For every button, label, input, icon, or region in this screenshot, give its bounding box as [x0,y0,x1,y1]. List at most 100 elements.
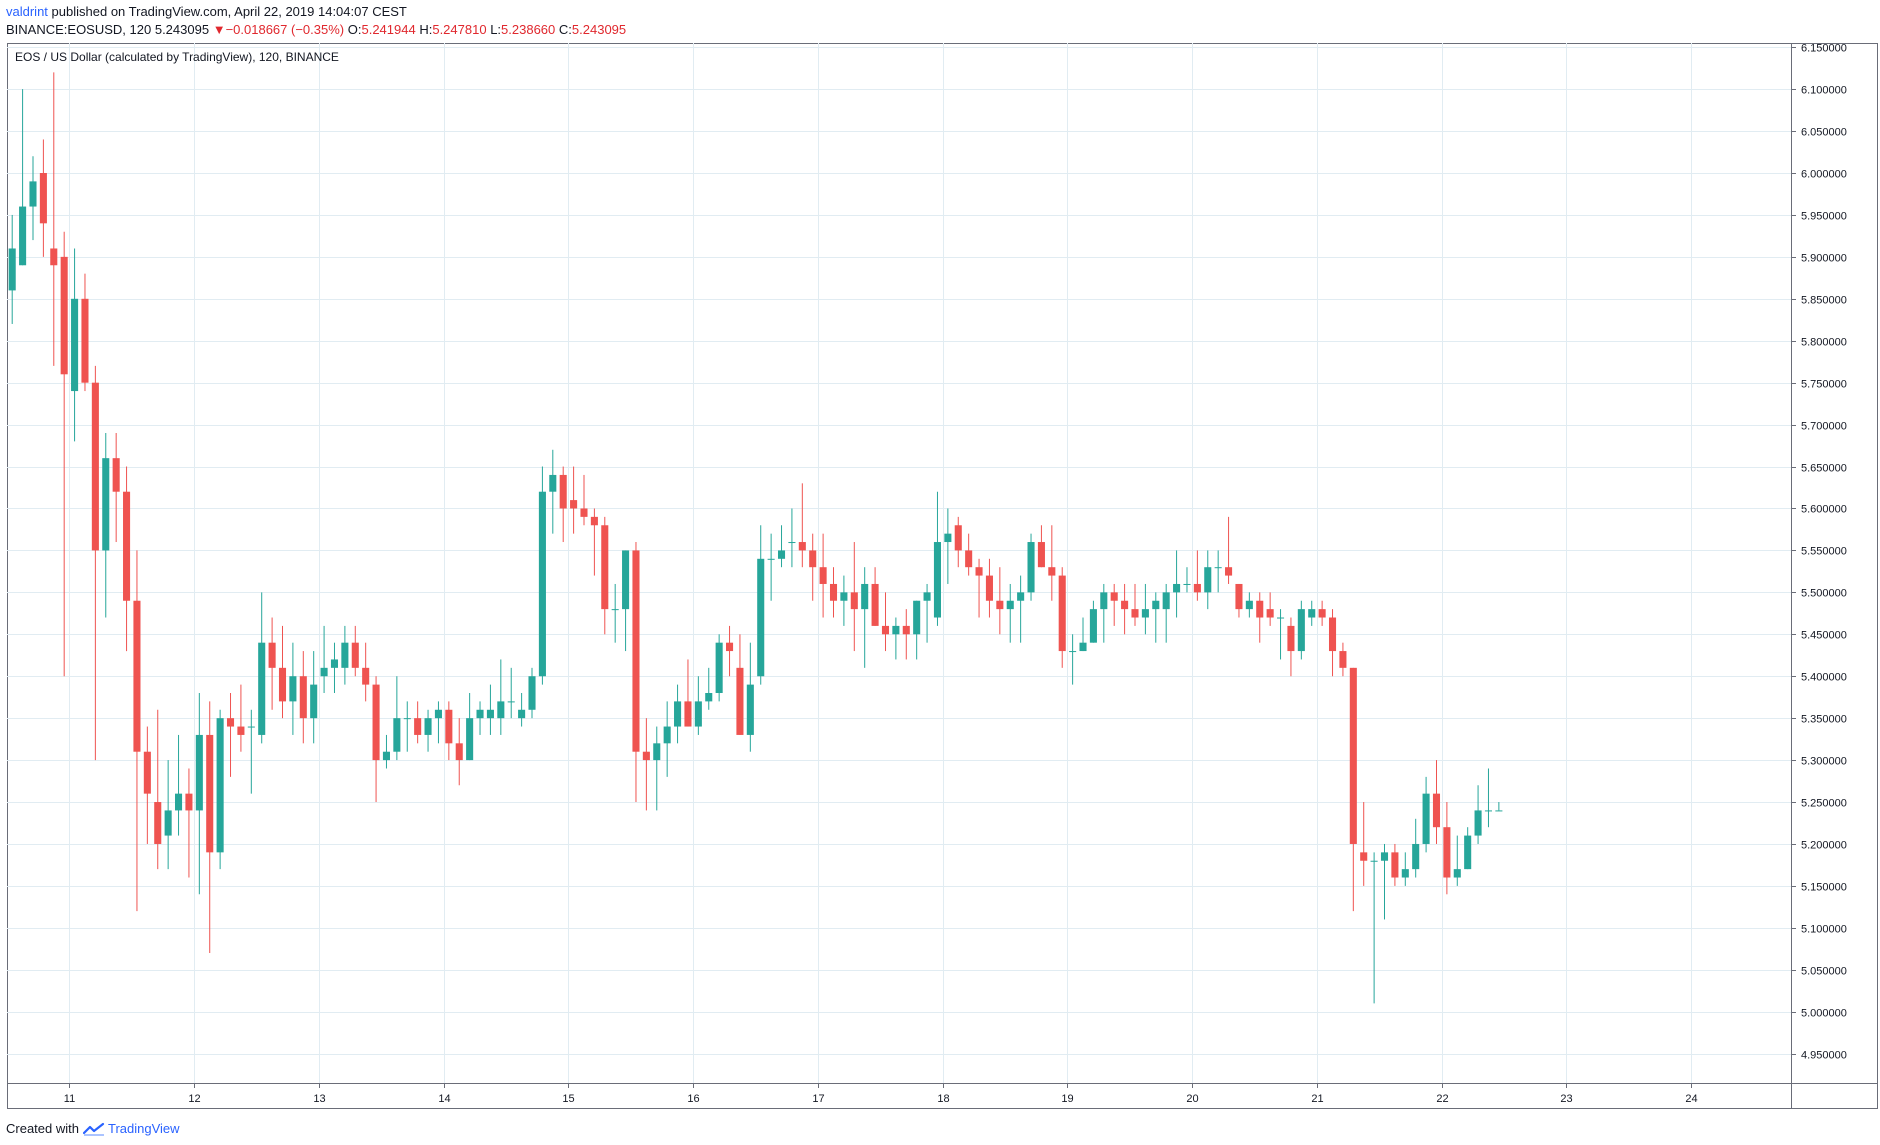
candle-body-up [611,609,619,611]
candle-body-up [1089,609,1097,643]
y-tick-label: 5.250000 [1801,798,1847,810]
candle-body-up [1204,567,1212,593]
candle-body-down [445,709,453,744]
candle-body-down [50,248,58,266]
candle-body-down [455,743,463,761]
tradingview-brand-link[interactable]: TradingView [107,1121,180,1136]
candle-body-down [1328,617,1337,652]
change-down-icon: ▼ [212,22,226,37]
candle-body-up [330,659,339,668]
candle-body-down [1391,852,1399,878]
candle-body-up [507,701,515,703]
candle-body-up [8,248,16,291]
candle-body-up [1152,600,1160,610]
candle-body-up [777,550,786,559]
candle-body-up [757,558,765,677]
ohlc-legend: BINANCE:EOSUSD, 120 5.243095 ▼−0.018667 … [6,22,626,37]
candle-body-down [829,583,838,601]
candle-body-down [642,751,650,761]
candle-body-up [892,625,900,635]
x-tick-label: 12 [188,1093,200,1105]
candle-body-down [39,173,47,224]
candle-body-up [1370,860,1378,862]
y-tick-label: 5.000000 [1801,1008,1847,1020]
candle-body-up [1006,600,1014,610]
candle-body-down [1048,567,1056,576]
y-tick-label: 5.150000 [1801,882,1847,894]
candle-body-down [632,550,640,752]
open-value: 5.241944 [361,22,416,37]
candle-body-up [424,718,432,735]
low-label: L: [490,22,502,37]
candle-body-down [60,256,68,375]
candle-body-up [466,718,474,761]
candle-body-down [902,625,910,635]
low-value: 5.238660 [501,22,556,37]
tradingview-logo-icon [82,1122,105,1136]
candle-body-up [746,684,754,735]
y-tick-label: 5.950000 [1801,211,1847,223]
candle-body-down [1339,651,1347,668]
candle-body-up [705,693,713,702]
candle-body-up [788,542,796,544]
y-tick-label: 6.000000 [1801,169,1847,181]
candle-body-down [206,734,214,853]
high-value: 5.247810 [432,22,487,37]
candle-body-down [819,567,827,584]
candle-body-up [1412,843,1420,870]
candle-body-up [71,298,79,392]
y-tick-label: 5.050000 [1801,966,1847,978]
y-tick-label: 6.050000 [1801,127,1847,139]
candle-body-up [258,642,266,735]
candle-body-down [570,500,578,509]
x-tick-label: 24 [1685,1093,1697,1105]
candle-body-up [403,718,411,720]
close-value: 5.243095 [571,22,627,37]
footer: Created with TradingView [6,1121,180,1136]
x-tick-label: 20 [1186,1093,1198,1105]
candle-body-up [289,676,297,702]
candle-body-up [653,743,661,761]
candle-body-up [694,701,702,727]
author-link[interactable]: valdrint [6,4,48,19]
y-tick-label: 5.600000 [1801,504,1847,516]
candle-body-down [1235,583,1243,610]
x-tick-label: 15 [562,1093,574,1105]
y-tick-label: 6.100000 [1801,85,1847,97]
x-tick-label: 23 [1560,1093,1572,1105]
candle-body-up [944,533,952,543]
x-tick-label: 16 [687,1093,699,1105]
candle-body-up [247,726,255,728]
chart-title: EOS / US Dollar (calculated by TradingVi… [15,50,339,64]
candle-body-down [1432,793,1441,828]
candle-body-up [767,558,775,560]
y-tick-label: 4.950000 [1801,1050,1847,1062]
candle-body-up [393,718,401,752]
candle-body-up [310,684,318,719]
y-tick-label: 5.700000 [1801,421,1847,433]
candle-body-up [1297,609,1305,652]
candle-body-up [1422,793,1430,844]
candle-body-down [226,718,235,727]
candle-body-down [81,298,89,383]
candle-body-down [268,642,276,668]
y-tick-label: 5.750000 [1801,379,1847,391]
y-tick-label: 5.100000 [1801,924,1847,936]
candle-body-up [1453,869,1461,878]
candle-body-down [736,667,744,735]
candle-body-down [1443,827,1451,878]
candle-body-up [476,709,484,719]
candle-body-up [1069,651,1077,653]
candle-body-up [1495,810,1503,812]
candle-body-up [538,491,546,677]
candle-body-up [861,583,869,610]
candle-body-up [663,726,671,744]
candle-body-up [19,206,27,266]
candle-body-up [216,718,224,853]
candle-body-down [1121,600,1129,610]
candle-body-up [341,642,349,668]
last-price: 5.243095 [154,22,210,37]
x-tick-label: 17 [812,1093,824,1105]
created-with-text: Created with [6,1121,79,1136]
